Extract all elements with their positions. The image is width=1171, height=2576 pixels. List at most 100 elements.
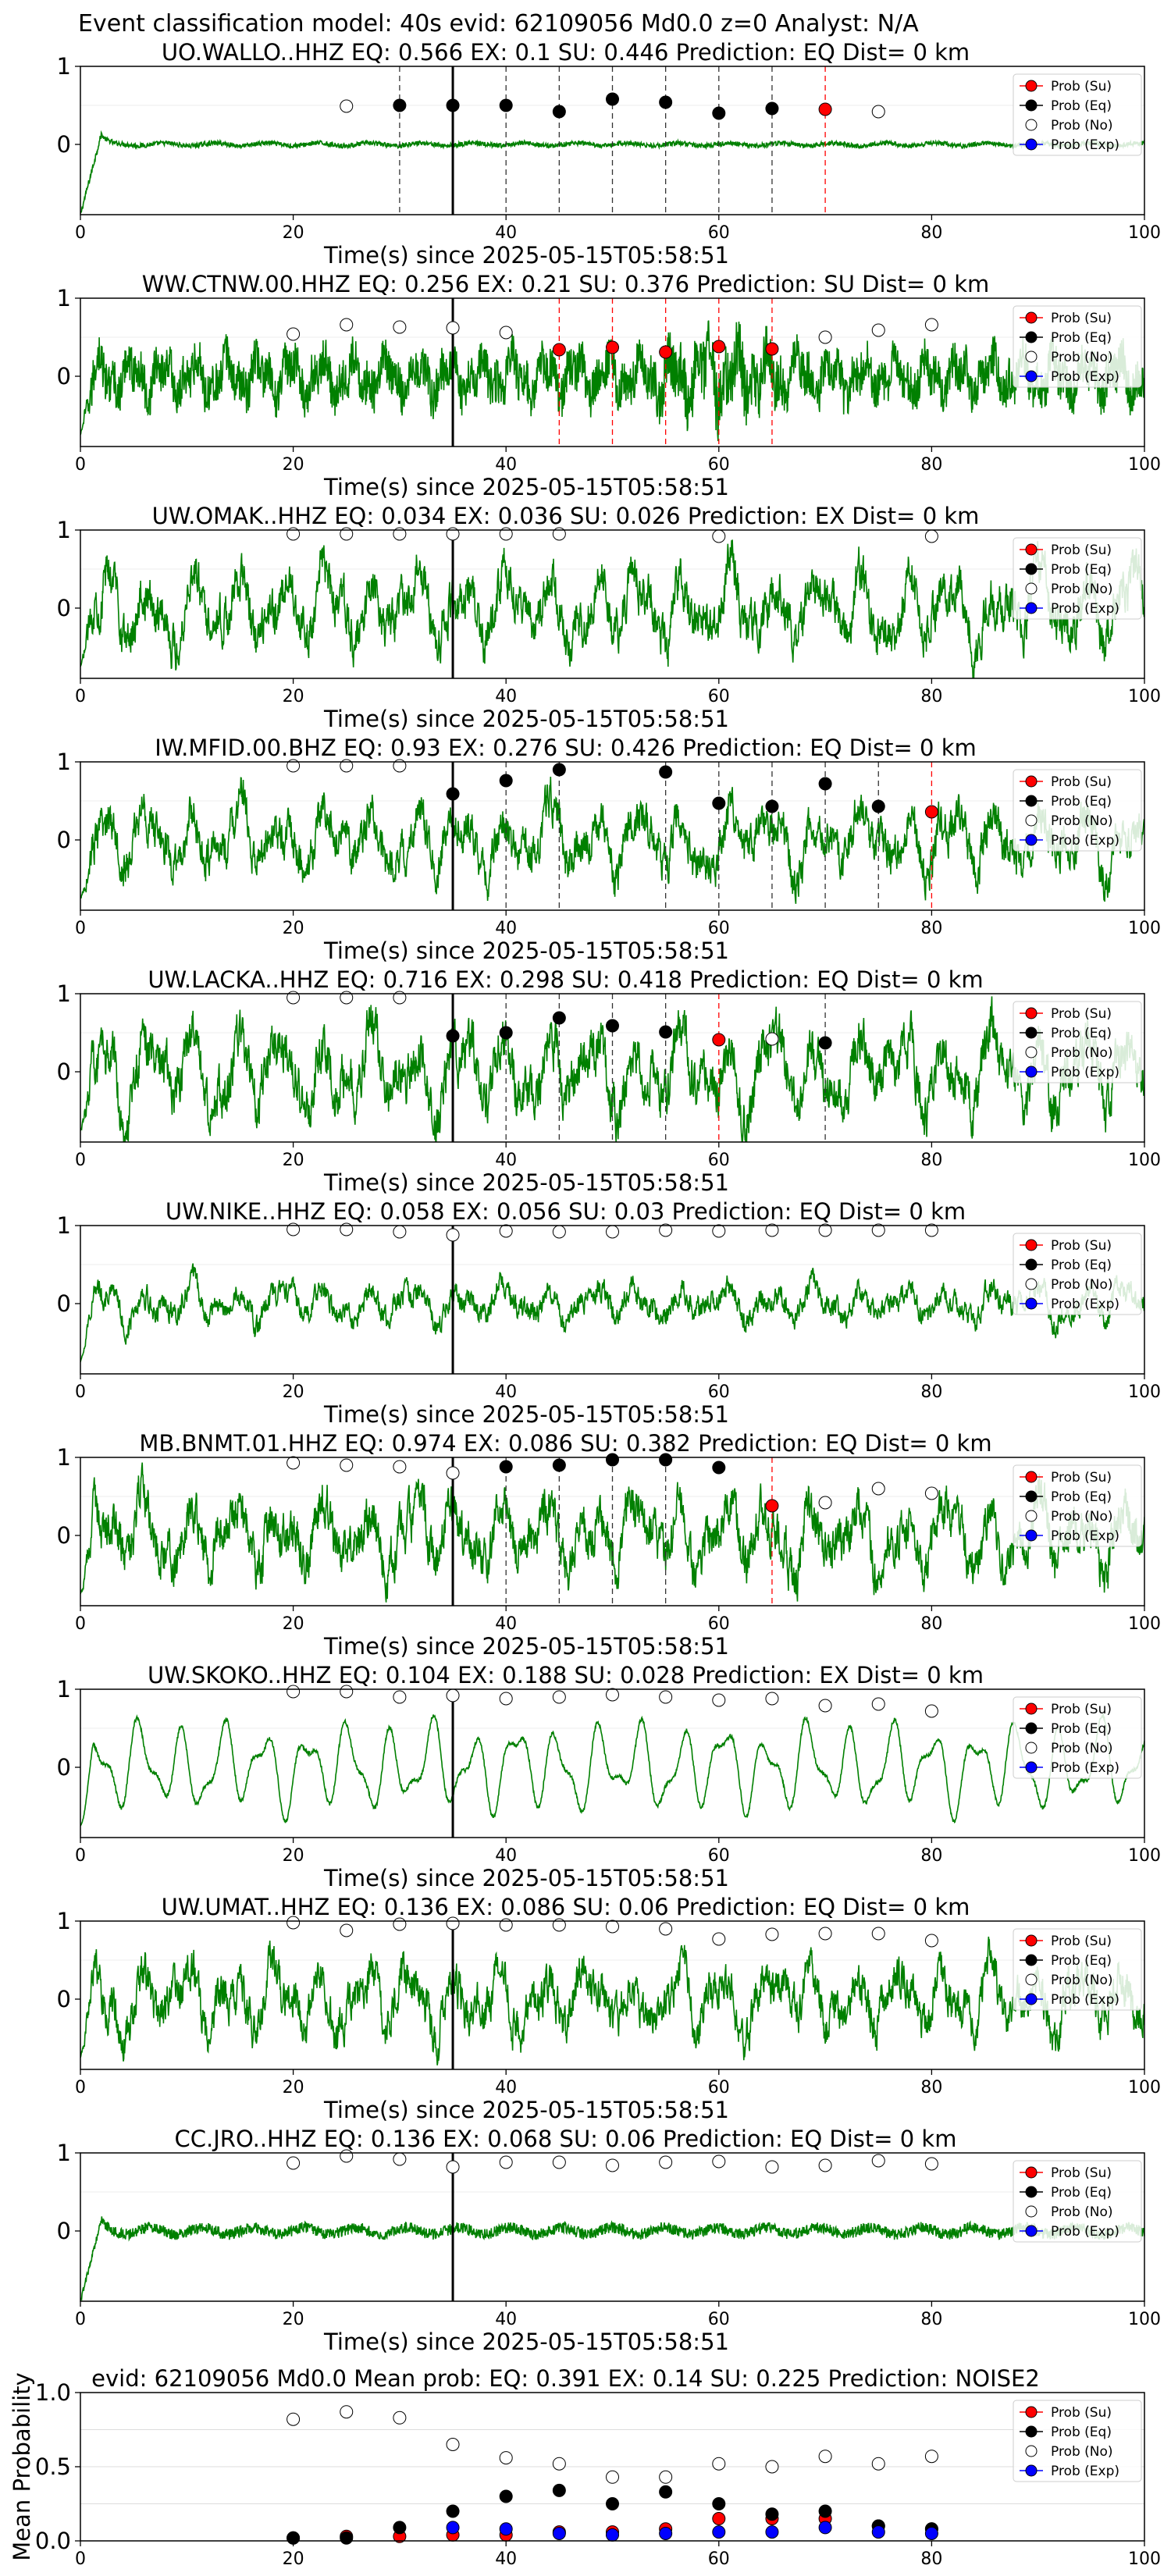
prob-point-eq: [712, 106, 726, 120]
axes-frame: [80, 297, 1145, 447]
legend-marker-exp: [1025, 602, 1038, 614]
x-tick-label: 20: [283, 1846, 304, 1866]
legend-label-eq: Prob (Eq): [1051, 1026, 1112, 1041]
legend-marker-no: [1025, 119, 1038, 131]
prob-point-no: [765, 2460, 779, 2474]
x-tick-label: 0: [75, 919, 86, 938]
x-axis-label: Time(s) since 2025-05-15T05:58:51: [323, 242, 729, 269]
prob-point-su: [818, 102, 832, 116]
prob-point-no: [340, 1685, 354, 1699]
legend-label-exp: Prob (Exp): [1051, 1760, 1119, 1776]
legend: Prob (Su) Prob (Eq) Prob (No) Prob (Exp): [1013, 1001, 1142, 1083]
prob-point-eq: [659, 1025, 673, 1039]
legend-marker-exp: [1025, 2225, 1038, 2237]
legend-marker-eq: [1025, 331, 1038, 343]
prob-point-no: [712, 1932, 726, 1946]
y-tick-label: 1: [57, 285, 71, 311]
x-tick-label: 80: [920, 1151, 942, 1170]
x-tick-label: 20: [283, 2549, 304, 2569]
x-tick-label: 60: [708, 1382, 730, 1402]
y-tick-label: 0: [57, 595, 71, 621]
legend-label-eq: Prob (Eq): [1051, 2425, 1112, 2440]
legend-marker-eq: [1025, 99, 1038, 112]
prob-point-no: [340, 99, 354, 113]
x-tick-label: 40: [495, 2549, 517, 2569]
x-tick-label: 20: [283, 455, 304, 475]
x-tick-label: 20: [283, 919, 304, 938]
x-tick-label: 80: [920, 1846, 942, 1866]
y-tick-label: 0: [57, 1754, 71, 1781]
legend-marker-exp: [1025, 370, 1038, 382]
prob-point-no: [606, 1688, 619, 1702]
x-tick-label: 40: [495, 2310, 517, 2329]
y-tick-label: 0: [57, 2218, 71, 2244]
prob-point-su: [712, 2512, 726, 2525]
legend-label-no: Prob (No): [1051, 1741, 1113, 1756]
legend-marker-su: [1025, 2166, 1038, 2179]
legend-label-su: Prob (Su): [1051, 543, 1112, 558]
prob-point-exp: [818, 2521, 832, 2535]
legend-marker-su: [1025, 1471, 1038, 1483]
axes-frame: [80, 1457, 1145, 1606]
legend-label-eq: Prob (Eq): [1051, 98, 1112, 114]
panel-title: evid: 62109056 Md0.0 Mean prob: EQ: 0.39…: [91, 2365, 1040, 2392]
prob-point-eq: [871, 799, 885, 813]
y-tick-label: 1: [57, 517, 71, 543]
legend-box: [1013, 2160, 1142, 2243]
axes-frame: [80, 1225, 1145, 1375]
x-axis-label: Time(s) since 2025-05-15T05:58:51: [323, 938, 729, 964]
prob-point-eq: [765, 799, 779, 813]
prob-point-no: [340, 1222, 354, 1236]
legend-box: [1013, 1233, 1142, 1315]
x-tick-label: 80: [920, 455, 942, 475]
legend-marker-eq: [1025, 563, 1038, 575]
prob-point-su: [765, 342, 779, 356]
legend-marker-no: [1025, 582, 1038, 595]
legend-marker-exp: [1025, 1993, 1038, 2005]
legend-marker-exp: [1025, 834, 1038, 846]
prob-point-no: [499, 1224, 513, 1238]
legend-marker-eq: [1025, 2186, 1038, 2198]
legend-marker-no: [1025, 2445, 1038, 2457]
panel-title: UO.WALLO..HHZ EQ: 0.566 EX: 0.1 SU: 0.44…: [162, 39, 970, 66]
x-axis-label: Time(s) since 2025-05-15T05:58:51: [323, 1633, 729, 1660]
prob-point-no: [340, 991, 354, 1005]
legend-label-no: Prob (No): [1051, 2444, 1113, 2460]
legend-box: [1013, 537, 1142, 620]
prob-point-no: [287, 991, 301, 1005]
prob-point-eq: [393, 2521, 407, 2535]
prob-point-no: [393, 759, 407, 773]
panel-title: UW.OMAK..HHZ EQ: 0.034 EX: 0.036 SU: 0.0…: [152, 503, 980, 529]
x-axis-label: Time(s) since 2025-05-15T05:58:51: [323, 1169, 729, 1196]
legend-marker-su: [1025, 1934, 1038, 1947]
legend-label-eq: Prob (Eq): [1051, 1258, 1112, 1273]
prob-point-eq: [552, 763, 566, 777]
legend-label-no: Prob (No): [1051, 1509, 1113, 1525]
prob-point-no: [287, 1916, 301, 1930]
y-tick-label: 0: [57, 363, 71, 390]
legend-marker-eq: [1025, 1026, 1038, 1039]
legend-label-su: Prob (Su): [1051, 1006, 1112, 1022]
prob-point-su: [606, 340, 619, 354]
prob-point-no: [340, 318, 354, 332]
panel-title: MB.BNMT.01.HHZ EQ: 0.974 EX: 0.086 SU: 0…: [139, 1430, 991, 1457]
x-tick-label: 100: [1128, 223, 1161, 243]
y-tick-label: 1: [57, 1676, 71, 1703]
prob-point-eq: [712, 1461, 726, 1475]
panel-11: 0.0 0.5 1.0 0 20 40 60 80 100 evid: 62109056 Md0.…: [9, 2365, 1161, 2569]
prob-point-su: [765, 1499, 779, 1513]
x-tick-label: 0: [75, 2310, 86, 2329]
y-tick-label: 0: [57, 1522, 71, 1549]
prob-point-no: [606, 2470, 619, 2484]
x-tick-label: 40: [495, 1614, 517, 1634]
prob-point-eq: [712, 2497, 726, 2510]
legend: Prob (Su) Prob (Eq) Prob (No) Prob (Exp): [1013, 537, 1142, 620]
x-tick-label: 60: [708, 1846, 730, 1866]
legend-label-exp: Prob (Exp): [1051, 1065, 1119, 1080]
prob-point-no: [446, 1228, 460, 1242]
prob-point-su: [924, 805, 938, 819]
x-tick-label: 0: [75, 1382, 86, 1402]
prob-point-no: [818, 1927, 832, 1941]
